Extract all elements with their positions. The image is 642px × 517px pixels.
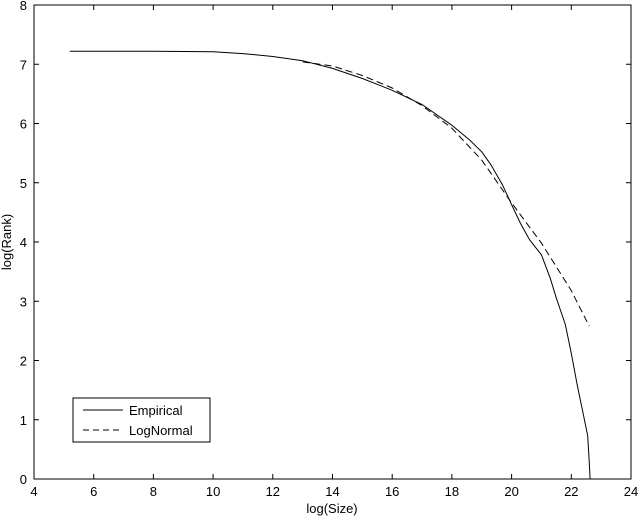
y-tick-label: 1 [20,413,27,428]
y-tick-label: 6 [20,117,27,132]
x-tick-label: 10 [206,484,220,499]
y-tick-labels: 0 1 2 3 4 5 6 7 8 [20,0,27,487]
y-tick-label: 3 [20,294,27,309]
series-line-lognormal [302,61,590,327]
x-axis-label: log(Size) [306,501,357,516]
x-tick-label: 20 [504,484,518,499]
x-tick-label: 8 [150,484,157,499]
x-tick-label: 22 [564,484,578,499]
y-tick-label: 0 [20,472,27,487]
series-line-empirical [69,50,591,480]
y-tick-label: 5 [20,176,27,191]
y-axis-label: log(Rank) [0,214,14,270]
x-tick-label: 4 [30,484,37,499]
y-tick-label: 7 [20,57,27,72]
x-tick-label: 24 [624,484,638,499]
x-tick-label: 12 [266,484,280,499]
series-layer [69,50,591,480]
legend-box [72,397,211,443]
x-tick-labels: 4 6 8 10 12 14 16 18 20 22 24 [30,484,638,499]
legend-label-empirical: Empirical [129,403,183,418]
legend-label-lognormal: LogNormal [129,423,193,438]
plot-area-frame [33,4,632,480]
legend: Empirical LogNormal [72,397,211,443]
x-tick-label: 14 [325,484,339,499]
y-tick-label: 4 [20,235,27,250]
x-tick-label: 18 [445,484,459,499]
y-tick-label: 8 [20,0,27,13]
y-tick-label: 2 [20,354,27,369]
x-tick-label: 16 [385,484,399,499]
x-tick-label: 6 [90,484,97,499]
